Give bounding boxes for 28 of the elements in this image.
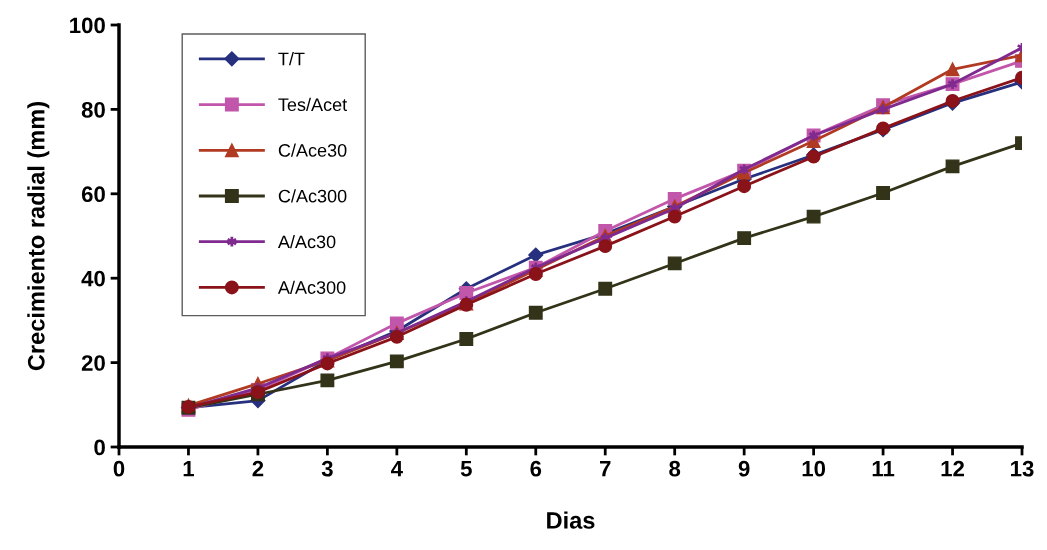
x-tick-label: 6 xyxy=(530,460,542,477)
legend-label: A/Ac300 xyxy=(277,280,346,294)
y-tick-label: 60 xyxy=(81,186,105,203)
y-tick-label: 40 xyxy=(81,270,105,287)
legend-label: C/Ace30 xyxy=(278,143,347,157)
legend-label: A/Ac30 xyxy=(277,234,336,249)
x-tick-label: 3 xyxy=(321,460,333,477)
legend-label: Tes/Acet xyxy=(278,97,347,112)
x-tick-label: 11 xyxy=(872,461,895,477)
x-tick-label: 12 xyxy=(941,460,965,477)
x-tick-label: 1 xyxy=(183,461,195,477)
y-axis-title: Crecimiento radial (mm) xyxy=(27,102,50,371)
legend-label: T/T xyxy=(278,52,305,66)
x-tick-label: 2 xyxy=(252,460,264,477)
x-tick-label: 0 xyxy=(113,460,125,477)
x-tick-label: 5 xyxy=(460,461,472,477)
y-tick-label: 0 xyxy=(94,439,105,456)
x-tick-label: 7 xyxy=(600,461,611,477)
x-tick-label: 13 xyxy=(1011,460,1034,477)
x-axis-title: Dias xyxy=(547,511,595,529)
x-tick-label: 8 xyxy=(669,460,681,477)
y-tick-label: 20 xyxy=(81,355,105,371)
x-tick-label: 9 xyxy=(738,460,750,477)
y-tick-label: 100 xyxy=(70,17,105,34)
y-tick-label: 80 xyxy=(81,101,105,118)
x-tick-label: 4 xyxy=(391,461,403,477)
legend-label: C/Ac300 xyxy=(278,189,347,203)
x-tick-label: 10 xyxy=(802,460,826,477)
